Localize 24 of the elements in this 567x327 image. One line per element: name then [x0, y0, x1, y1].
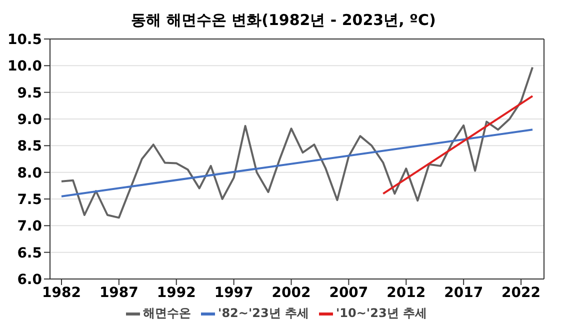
y-tick-label: 10.0 — [7, 58, 42, 75]
y-tick-label: 8.5 — [17, 138, 42, 155]
y-tick-label: 9.5 — [17, 85, 42, 102]
legend-label: 해면수온 — [142, 305, 192, 322]
y-tick-label: 6.5 — [17, 245, 42, 262]
x-tick-label: 2002 — [272, 284, 311, 301]
x-tick-label: 1982 — [42, 284, 81, 301]
legend-label: '82~'23년 추세 — [217, 305, 309, 322]
x-tick-label: 1997 — [214, 284, 254, 301]
chart-title: 동해 해면수온 변화(1982년 - 2023년, ºC) — [130, 10, 437, 31]
x-tick-label: 2012 — [386, 284, 426, 301]
x-tick-label: 2017 — [444, 284, 484, 301]
y-tick-label: 7.5 — [17, 192, 42, 208]
y-tick-label: 7.0 — [17, 218, 42, 235]
legend-label: '10~'23년 추세 — [335, 305, 427, 322]
x-tick-label: 1992 — [156, 284, 196, 301]
x-tick-label: 2022 — [502, 284, 541, 301]
x-tick-label: 2007 — [329, 284, 368, 301]
y-tick-label: 6.0 — [17, 272, 42, 288]
x-tick-label: 1987 — [99, 284, 138, 301]
y-tick-label: 10.5 — [7, 32, 42, 48]
line-series — [60, 66, 534, 219]
y-tick-label: 8.0 — [17, 165, 42, 182]
y-tick-label: 9.0 — [17, 112, 42, 128]
